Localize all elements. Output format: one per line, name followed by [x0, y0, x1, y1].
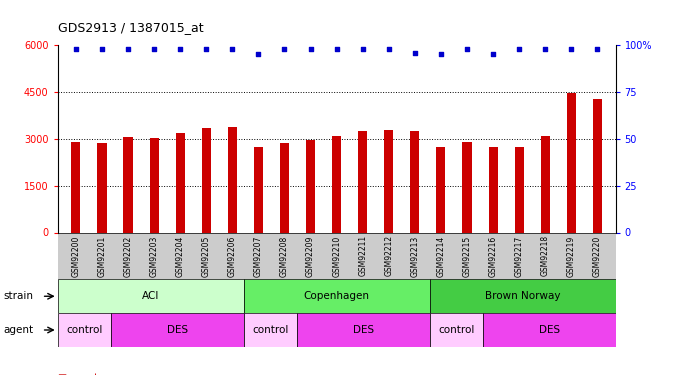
Point [540, 46, 551, 52]
Bar [58, 279, 243, 313]
Bar [58, 313, 111, 347]
Bar [306, 140, 315, 232]
Point [592, 46, 603, 52]
Point [175, 46, 186, 52]
Text: control: control [66, 325, 102, 335]
Point [487, 51, 498, 57]
Bar [410, 131, 420, 232]
Text: control: control [438, 325, 475, 335]
Point [462, 46, 473, 52]
Bar [71, 142, 81, 232]
Point [148, 46, 159, 52]
Bar [123, 137, 133, 232]
Text: Brown Norway: Brown Norway [485, 291, 561, 301]
Bar [176, 132, 184, 232]
Text: ■ count: ■ count [58, 373, 98, 375]
Bar [358, 131, 367, 232]
Point [71, 46, 81, 52]
Bar [593, 99, 602, 232]
Text: DES: DES [353, 325, 374, 335]
Text: control: control [252, 325, 288, 335]
Point [332, 46, 342, 52]
Text: ACI: ACI [142, 291, 159, 301]
Point [514, 46, 525, 52]
Bar [228, 127, 237, 232]
Text: DES: DES [167, 325, 188, 335]
Point [279, 46, 290, 52]
Point [435, 51, 446, 57]
Text: agent: agent [3, 325, 33, 335]
Point [383, 46, 394, 52]
Bar [462, 142, 472, 232]
Point [96, 46, 107, 52]
Bar [111, 313, 243, 347]
Point [410, 50, 420, 55]
Point [566, 46, 577, 52]
Bar [437, 147, 445, 232]
Point [227, 46, 238, 52]
Bar [243, 279, 430, 313]
Bar [567, 93, 576, 232]
Bar [515, 147, 523, 232]
Point [357, 46, 368, 52]
Bar [430, 279, 616, 313]
Point [305, 46, 316, 52]
Bar [254, 147, 263, 232]
Bar [201, 128, 211, 232]
Text: GDS2913 / 1387015_at: GDS2913 / 1387015_at [58, 21, 203, 34]
Bar [297, 313, 430, 347]
Bar [483, 313, 616, 347]
Point [123, 46, 134, 52]
Bar [540, 136, 550, 232]
Text: Copenhagen: Copenhagen [304, 291, 370, 301]
Text: DES: DES [538, 325, 560, 335]
Bar [384, 130, 393, 232]
Bar [489, 147, 498, 232]
Bar [430, 313, 483, 347]
Bar [280, 143, 289, 232]
Point [201, 46, 212, 52]
Bar [150, 138, 159, 232]
Bar [243, 313, 297, 347]
Bar [98, 143, 106, 232]
Text: strain: strain [3, 291, 33, 301]
Bar [332, 136, 341, 232]
Point [253, 51, 264, 57]
